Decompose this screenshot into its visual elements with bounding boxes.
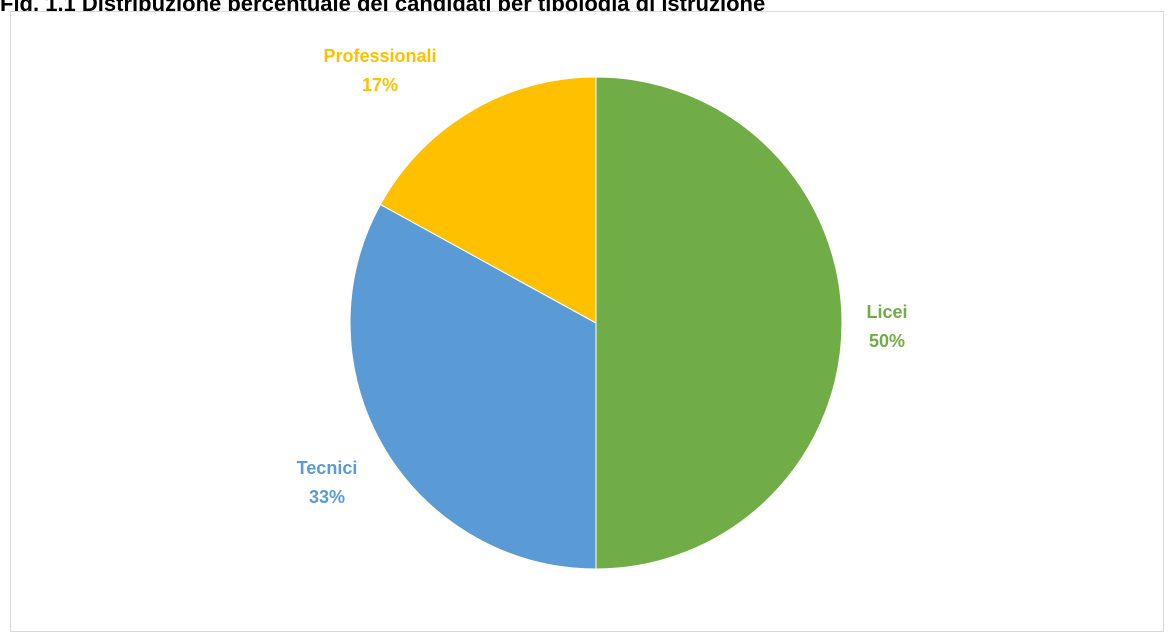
pie-slices bbox=[350, 77, 842, 569]
slice-label-professionali: Professionali bbox=[323, 46, 436, 66]
slice-percent-licei: 50% bbox=[869, 331, 905, 351]
slice-percent-tecnici: 33% bbox=[309, 487, 345, 507]
slice-label-tecnici: Tecnici bbox=[297, 458, 358, 478]
pie-slice-licei bbox=[596, 77, 842, 569]
slice-percent-professionali: 17% bbox=[362, 75, 398, 95]
slice-label-licei: Licei bbox=[866, 302, 907, 322]
